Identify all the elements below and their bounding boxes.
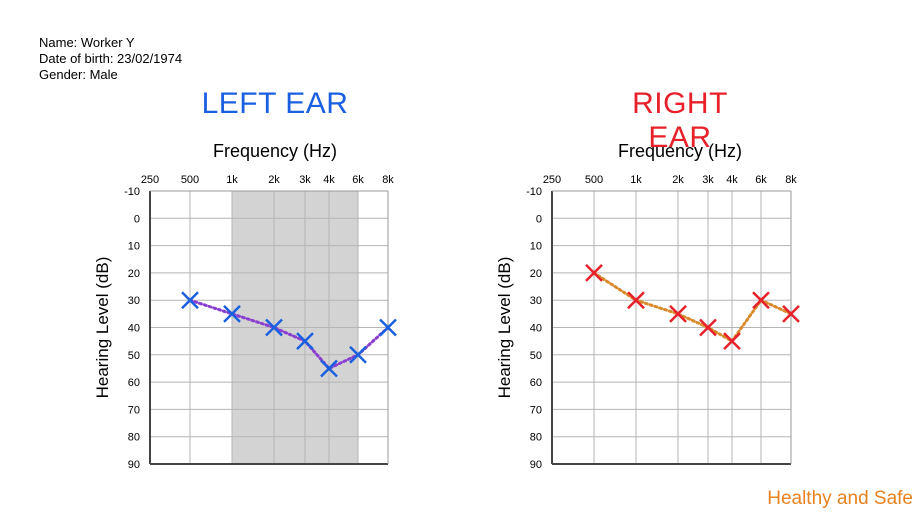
x-tick-label: 3k <box>702 174 714 186</box>
marker-stroke <box>223 304 241 323</box>
patient-gender: Gender: Male <box>39 67 118 82</box>
y-tick-label: -10 <box>124 186 140 198</box>
data-point-x-marker <box>320 359 338 378</box>
marker-stroke <box>669 304 687 323</box>
x-tick-label: 8k <box>382 174 394 186</box>
y-tick-label: 70 <box>128 404 140 416</box>
x-tick-label: 2k <box>672 174 684 186</box>
y-tick-label: 90 <box>530 459 542 471</box>
data-point-x-marker <box>782 304 800 323</box>
marker-stroke <box>699 318 717 337</box>
x-tick-label: 1k <box>630 174 642 186</box>
x-tick-label: 250 <box>543 174 561 186</box>
y-tick-label: 50 <box>530 350 542 362</box>
y-tick-label: 20 <box>530 268 542 280</box>
marker-stroke <box>752 291 770 310</box>
y-tick-label: 0 <box>134 213 140 225</box>
x-tick-label: 4k <box>726 174 738 186</box>
data-point-x-marker <box>223 304 241 323</box>
left-frequency-label: Frequency (Hz) <box>212 141 338 161</box>
marker-stroke <box>627 291 645 310</box>
y-tick-label: 90 <box>128 459 140 471</box>
patient-info: Name: Worker Y Date of birth: 23/02/1974… <box>39 35 182 83</box>
y-tick-label: 20 <box>128 268 140 280</box>
patient-dob: Date of birth: 23/02/1974 <box>39 51 183 66</box>
left-ear-title: LEFT EAR <box>201 87 349 120</box>
x-tick-label: 3k <box>299 174 311 186</box>
marker-stroke <box>723 332 741 351</box>
data-point-x-marker <box>349 345 367 364</box>
data-point-x-marker <box>296 332 314 351</box>
marker-stroke <box>379 318 397 337</box>
x-tick-label: 6k <box>755 174 767 186</box>
marker-stroke <box>782 304 800 323</box>
x-tick-label: 500 <box>585 174 603 186</box>
y-tick-label: 40 <box>530 323 542 335</box>
y-tick-label: 70 <box>530 404 542 416</box>
y-tick-label: 40 <box>128 323 140 335</box>
x-tick-label: 4k <box>323 174 335 186</box>
marker-stroke <box>585 264 603 282</box>
y-tick-label: -10 <box>526 186 542 198</box>
y-tick-label: 10 <box>128 241 140 253</box>
y-tick-label: 0 <box>536 213 542 225</box>
data-point-x-marker <box>669 304 687 323</box>
x-tick-label: 6k <box>352 174 364 186</box>
y-tick-label: 80 <box>128 432 140 444</box>
data-point-x-marker <box>699 318 717 337</box>
y-axis-label: Hearing Level (dB) <box>93 257 112 399</box>
x-tick-label: 250 <box>141 174 159 186</box>
y-tick-label: 30 <box>128 295 140 307</box>
marker-stroke <box>349 345 367 364</box>
data-point-x-marker <box>752 291 770 310</box>
data-point-x-marker <box>379 318 397 337</box>
brand-text: Healthy and Safe <box>767 488 913 509</box>
marker-stroke <box>296 332 314 351</box>
x-tick-label: 2k <box>268 174 280 186</box>
data-point-x-marker <box>627 291 645 310</box>
right-ear-title: RIGHT EAR <box>632 87 728 154</box>
y-tick-label: 80 <box>530 432 542 444</box>
data-point-x-marker <box>265 318 283 337</box>
x-tick-label: 8k <box>785 174 797 186</box>
patient-name: Name: Worker Y <box>39 35 135 50</box>
y-tick-label: 10 <box>530 241 542 253</box>
marker-stroke <box>181 291 199 310</box>
right-frequency-label: Frequency (Hz) <box>617 141 743 161</box>
data-point-x-marker <box>585 264 603 282</box>
y-axis-label: Hearing Level (dB) <box>495 257 514 399</box>
y-tick-label: 60 <box>530 377 542 389</box>
x-tick-label: 1k <box>226 174 238 186</box>
x-tick-label: 500 <box>181 174 199 186</box>
marker-stroke <box>320 359 338 378</box>
data-point-x-marker <box>181 291 199 310</box>
y-tick-label: 60 <box>128 377 140 389</box>
marker-stroke <box>265 318 283 337</box>
data-point-x-marker <box>723 332 741 351</box>
y-tick-label: 30 <box>530 295 542 307</box>
y-tick-label: 50 <box>128 350 140 362</box>
